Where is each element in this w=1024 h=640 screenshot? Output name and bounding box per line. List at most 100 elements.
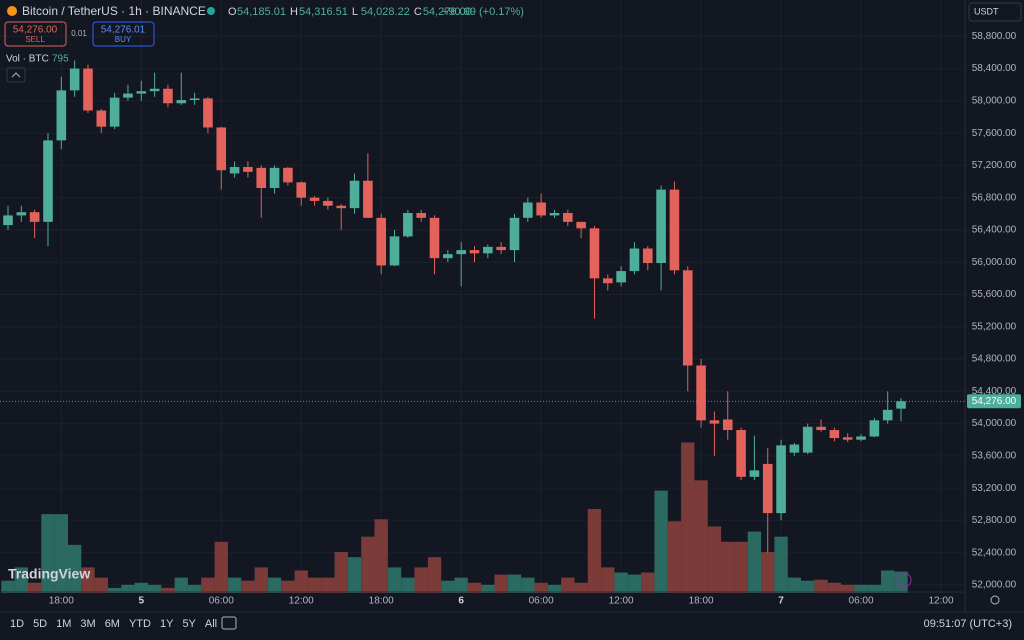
candle-body <box>323 200 333 206</box>
volume-bar <box>507 574 522 593</box>
y-tick-label: 52,400.00 <box>972 547 1017 558</box>
candle-body <box>163 88 173 104</box>
candle-body <box>563 212 573 222</box>
candle-body <box>896 401 906 409</box>
candle-body <box>696 365 706 421</box>
candle-body <box>842 437 853 440</box>
last-price-box <box>967 394 1021 409</box>
volume-bar <box>267 577 282 593</box>
volume-bar <box>641 572 655 593</box>
volume-bar <box>747 531 762 593</box>
range-button[interactable]: All <box>205 618 217 630</box>
buy-price: 54,276.01 <box>101 25 146 36</box>
ohlc-value: 54,276.00 <box>423 6 472 18</box>
range-button[interactable]: 3M <box>80 618 95 630</box>
volume-bar <box>547 584 562 593</box>
candle-body <box>389 236 400 266</box>
volume-bar <box>574 582 588 593</box>
volume-bar <box>881 570 895 593</box>
symbol-title: Bitcoin / TetherUS · 1h · BINANCE <box>22 4 206 18</box>
currency: USDT <box>974 6 999 16</box>
y-tick-label: 55,200.00 <box>972 321 1017 332</box>
volume-value: 795 <box>52 54 69 65</box>
range-button[interactable]: 1D <box>10 618 24 630</box>
volume-bar <box>534 582 548 593</box>
y-tick-label: 52,000.00 <box>972 580 1017 591</box>
y-tick-label: 58,800.00 <box>972 31 1017 42</box>
candle-body <box>469 250 480 254</box>
volume-bar <box>894 571 908 593</box>
sell-button[interactable] <box>4 21 67 47</box>
volume-bar <box>134 582 148 593</box>
buy-button[interactable] <box>92 21 155 47</box>
ohlc-key: H <box>290 6 298 18</box>
volume-bar <box>521 577 535 593</box>
range-button[interactable]: 6M <box>105 618 120 630</box>
candle-body <box>109 97 120 127</box>
y-tick-label: 56,400.00 <box>972 225 1017 236</box>
y-tick-label: 56,000.00 <box>972 257 1017 268</box>
spread: 0.01 <box>71 29 87 38</box>
btc-icon <box>7 6 17 16</box>
date-range-button[interactable] <box>221 616 237 630</box>
volume-pane <box>1 442 908 593</box>
volume-bar <box>14 567 28 593</box>
candle-body <box>69 68 80 91</box>
volume-bar <box>681 442 695 593</box>
volume-bar <box>414 567 428 593</box>
candle-body <box>349 180 360 209</box>
candle-body <box>629 248 640 272</box>
settings-button[interactable] <box>990 595 1000 605</box>
candle-body <box>749 470 760 477</box>
candle-body <box>602 278 613 284</box>
x-tick-label: 6 <box>458 596 464 607</box>
collapse-button[interactable] <box>6 67 26 83</box>
candle-body <box>589 228 600 279</box>
volume-bar <box>441 580 455 593</box>
volume-bar <box>654 490 668 593</box>
last-price-label: 54,276.00 <box>972 396 1017 407</box>
candle-body <box>3 215 13 226</box>
range-button[interactable]: YTD <box>129 618 151 630</box>
x-tick-label: 18:00 <box>369 596 394 607</box>
sell-price: 54,276.00 <box>13 25 58 36</box>
buy-label: BUY <box>115 35 132 44</box>
clock: 09:51:07 (UTC+3) <box>924 618 1012 630</box>
candle-body <box>882 409 893 421</box>
x-tick-label: 06:00 <box>209 596 234 607</box>
volume-bar <box>294 570 308 593</box>
ohlc-key: O <box>228 6 237 18</box>
candle-body <box>336 205 347 209</box>
volume-bar <box>614 572 628 593</box>
volume-bar <box>227 577 242 593</box>
range-button[interactable]: 1Y <box>160 618 174 630</box>
collapse-icon <box>11 72 21 78</box>
y-tick-label: 56,800.00 <box>972 192 1017 203</box>
candle-body <box>456 250 466 255</box>
candle-body <box>736 430 746 477</box>
candle-body <box>269 167 280 188</box>
volume-bar <box>867 584 882 593</box>
volume-bar <box>481 584 495 593</box>
candle-body <box>576 221 586 229</box>
volume-bar <box>41 514 55 593</box>
volume-bar <box>161 587 175 593</box>
candle-body <box>483 246 493 254</box>
lightning-button[interactable] <box>896 572 912 588</box>
x-tick-label: 18:00 <box>49 596 74 607</box>
currency-select[interactable] <box>968 2 1022 22</box>
change: +90.99 (+0.17%) <box>442 6 524 18</box>
ohlc-value: 54,028.22 <box>361 6 410 18</box>
y-tick-label: 58,400.00 <box>972 63 1017 74</box>
volume-bar <box>254 567 268 593</box>
x-tick-label: 18:00 <box>689 596 714 607</box>
candle-body <box>776 445 786 514</box>
range-button[interactable]: 1M <box>56 618 71 630</box>
range-button[interactable]: 5Y <box>182 618 196 630</box>
volume-bar <box>814 579 828 593</box>
volume-bar <box>214 541 228 593</box>
candle-body <box>123 93 133 98</box>
candle-body <box>403 212 413 237</box>
range-button[interactable]: 5D <box>33 618 47 630</box>
